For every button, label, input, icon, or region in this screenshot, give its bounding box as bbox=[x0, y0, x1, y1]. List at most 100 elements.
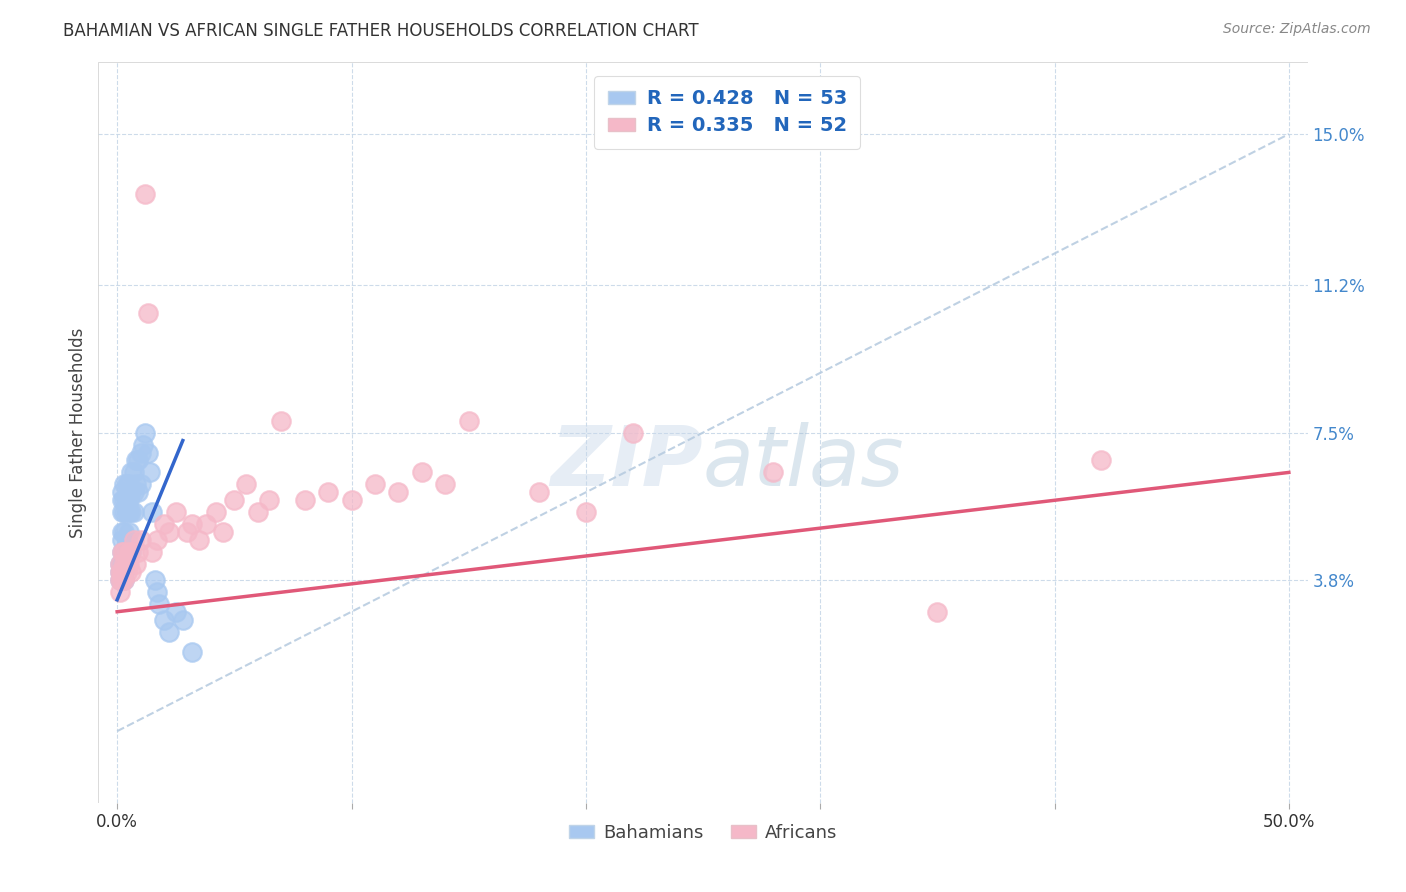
Legend: Bahamians, Africans: Bahamians, Africans bbox=[561, 817, 845, 849]
Point bbox=[188, 533, 211, 547]
Point bbox=[125, 453, 148, 467]
Point bbox=[129, 477, 152, 491]
Point bbox=[118, 545, 141, 559]
Point bbox=[120, 545, 142, 559]
Point bbox=[115, 493, 138, 508]
Text: atlas: atlas bbox=[703, 422, 904, 503]
Point bbox=[364, 477, 387, 491]
Point bbox=[111, 565, 134, 579]
Point bbox=[527, 485, 550, 500]
Point bbox=[259, 493, 281, 508]
Point bbox=[176, 525, 198, 540]
Point bbox=[224, 493, 246, 508]
Point bbox=[112, 477, 135, 491]
Point bbox=[120, 565, 142, 579]
Point bbox=[211, 525, 233, 540]
Point bbox=[111, 525, 134, 540]
Point bbox=[111, 545, 134, 559]
Point bbox=[111, 545, 134, 559]
Point bbox=[120, 545, 142, 559]
Point bbox=[122, 466, 145, 480]
Point bbox=[387, 485, 409, 500]
Point bbox=[127, 485, 149, 500]
Point bbox=[115, 565, 138, 579]
Point bbox=[1090, 453, 1112, 467]
Point bbox=[146, 533, 169, 547]
Point bbox=[115, 533, 138, 547]
Point bbox=[118, 545, 141, 559]
Point bbox=[120, 505, 142, 519]
Text: Source: ZipAtlas.com: Source: ZipAtlas.com bbox=[1223, 22, 1371, 37]
Point bbox=[112, 573, 135, 587]
Point bbox=[157, 624, 180, 639]
Point bbox=[112, 565, 135, 579]
Point bbox=[127, 453, 149, 467]
Point bbox=[112, 557, 135, 571]
Point bbox=[108, 565, 131, 579]
Point bbox=[118, 477, 141, 491]
Point bbox=[132, 437, 155, 451]
Point bbox=[457, 414, 479, 428]
Point bbox=[143, 573, 166, 587]
Point bbox=[129, 445, 152, 459]
Point bbox=[118, 505, 141, 519]
Point bbox=[108, 565, 131, 579]
Point bbox=[340, 493, 363, 508]
Point bbox=[316, 485, 339, 500]
Text: BAHAMIAN VS AFRICAN SINGLE FATHER HOUSEHOLDS CORRELATION CHART: BAHAMIAN VS AFRICAN SINGLE FATHER HOUSEH… bbox=[63, 22, 699, 40]
Point bbox=[134, 425, 156, 440]
Point bbox=[111, 505, 134, 519]
Point bbox=[108, 573, 131, 587]
Point bbox=[115, 505, 138, 519]
Point bbox=[204, 505, 226, 519]
Point bbox=[122, 485, 145, 500]
Point bbox=[127, 545, 149, 559]
Point bbox=[195, 517, 218, 532]
Point bbox=[112, 557, 135, 571]
Point bbox=[181, 517, 204, 532]
Point bbox=[621, 425, 644, 440]
Point bbox=[115, 477, 138, 491]
Point bbox=[112, 493, 135, 508]
Point bbox=[136, 445, 159, 459]
Point bbox=[111, 557, 134, 571]
Point bbox=[172, 613, 194, 627]
Point bbox=[111, 493, 134, 508]
Point bbox=[148, 597, 170, 611]
Point bbox=[141, 545, 163, 559]
Point bbox=[136, 306, 159, 320]
Point bbox=[762, 466, 785, 480]
Point bbox=[112, 505, 135, 519]
Point bbox=[111, 485, 134, 500]
Point bbox=[165, 505, 187, 519]
Point bbox=[165, 605, 187, 619]
Point bbox=[118, 525, 141, 540]
Point bbox=[141, 505, 163, 519]
Point bbox=[129, 533, 152, 547]
Point bbox=[118, 493, 141, 508]
Point bbox=[125, 557, 148, 571]
Point bbox=[153, 613, 176, 627]
Point bbox=[122, 505, 145, 519]
Point bbox=[153, 517, 176, 532]
Point bbox=[111, 533, 134, 547]
Point bbox=[112, 573, 135, 587]
Point bbox=[115, 557, 138, 571]
Point bbox=[246, 505, 269, 519]
Point bbox=[108, 557, 131, 571]
Text: ZIP: ZIP bbox=[550, 422, 703, 503]
Point bbox=[125, 477, 148, 491]
Point bbox=[575, 505, 598, 519]
Point bbox=[146, 584, 169, 599]
Point bbox=[122, 533, 145, 547]
Point bbox=[118, 557, 141, 571]
Point bbox=[112, 545, 135, 559]
Point bbox=[108, 557, 131, 571]
Point bbox=[157, 525, 180, 540]
Point bbox=[434, 477, 457, 491]
Point bbox=[108, 584, 131, 599]
Point bbox=[112, 525, 135, 540]
Point bbox=[111, 573, 134, 587]
Point bbox=[411, 466, 433, 480]
Point bbox=[294, 493, 316, 508]
